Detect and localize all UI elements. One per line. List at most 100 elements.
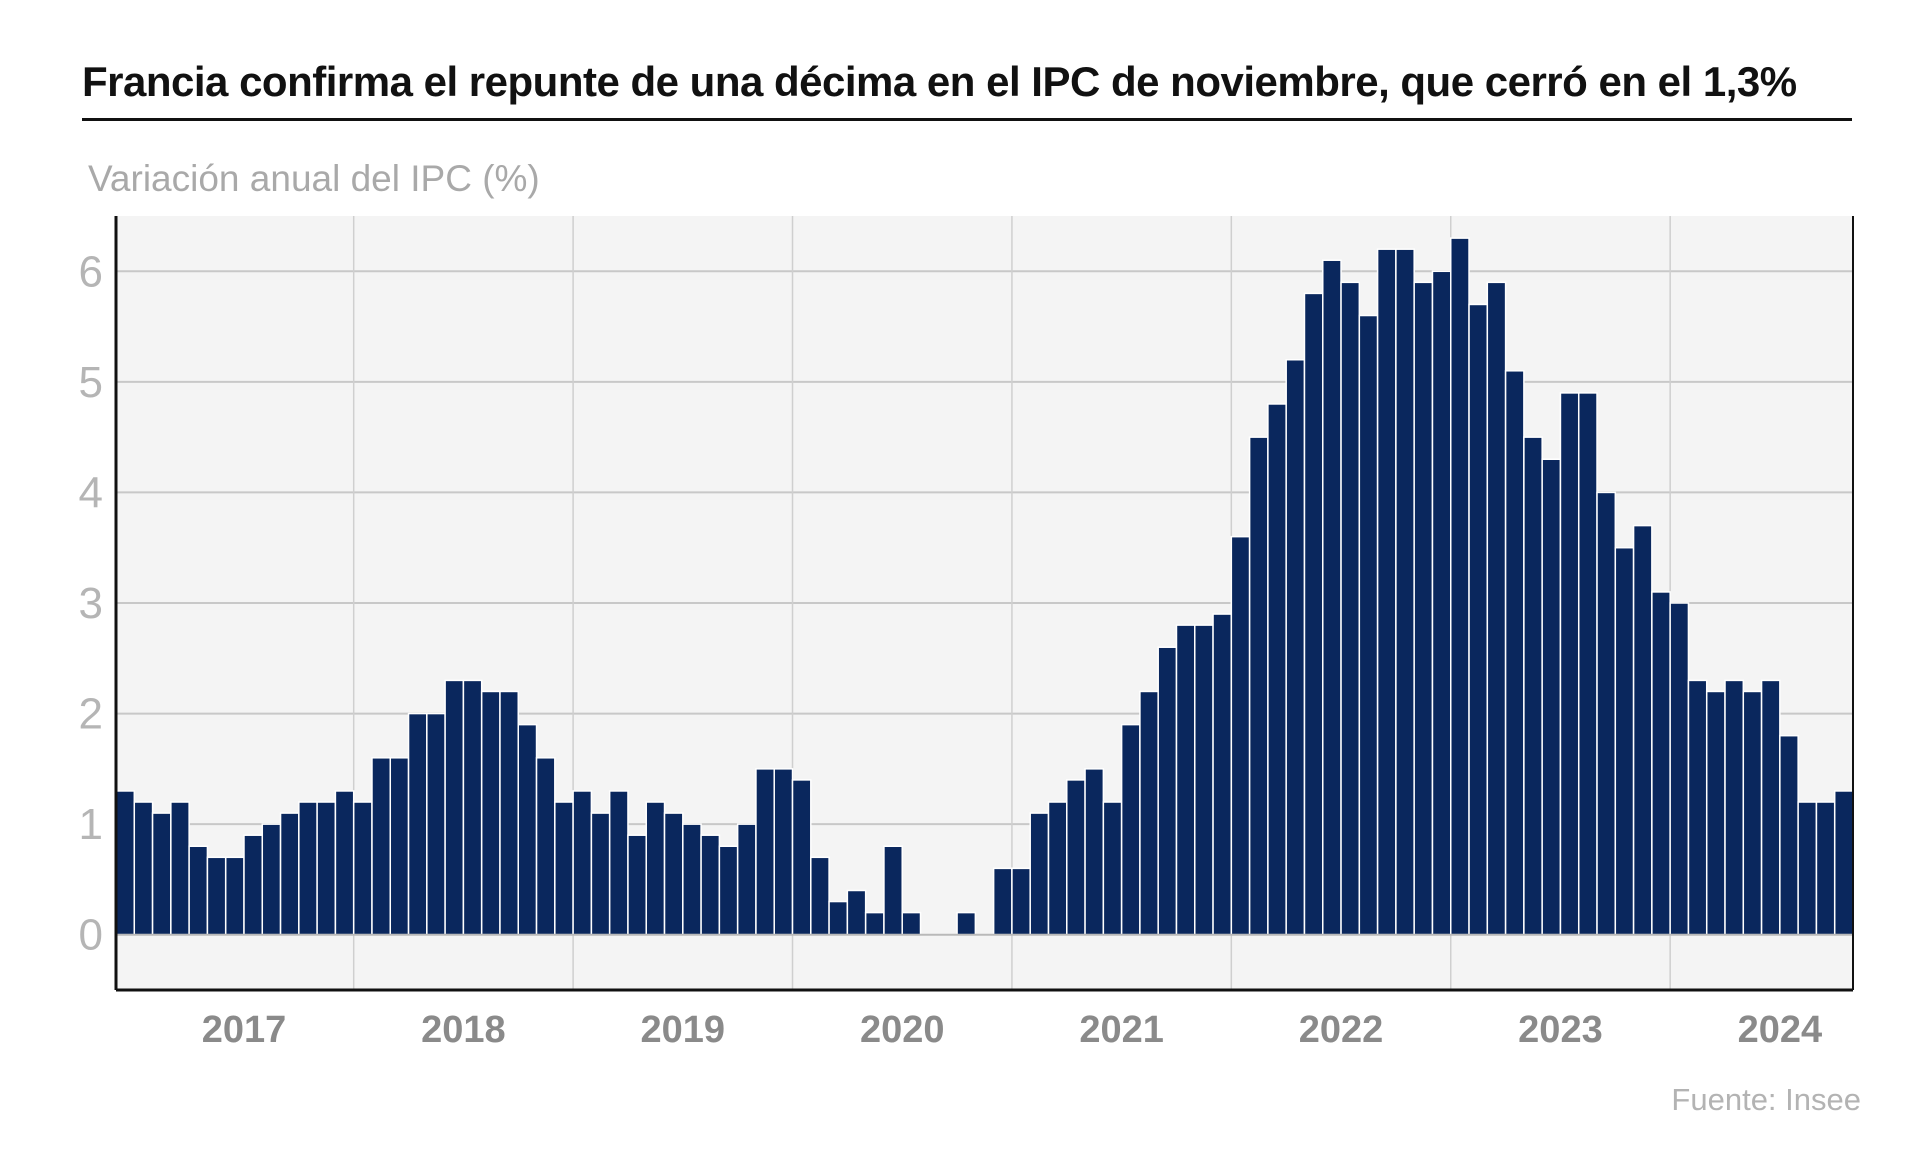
- y-tick-label: 1: [79, 800, 103, 849]
- x-tick-label: 2024: [1738, 1009, 1823, 1051]
- bar: [1303, 292, 1324, 936]
- bar: [1230, 535, 1251, 936]
- bar: [572, 790, 593, 936]
- bar: [608, 790, 629, 936]
- bar: [810, 856, 830, 936]
- bar: [846, 889, 867, 936]
- bar: [535, 757, 556, 936]
- bar: [316, 801, 337, 936]
- bar: [663, 812, 684, 936]
- bar: [755, 768, 775, 936]
- bar: [1724, 679, 1745, 936]
- bar: [1248, 436, 1269, 936]
- bar: [389, 757, 410, 936]
- bar: [224, 856, 245, 936]
- bar: [1504, 370, 1525, 936]
- bar: [1139, 690, 1159, 936]
- bar: [407, 712, 428, 936]
- x-tick-label: 2021: [1079, 1009, 1164, 1051]
- x-tick-label: 2017: [202, 1009, 287, 1051]
- bar: [1194, 624, 1214, 936]
- bar: [133, 801, 154, 936]
- source-note: Fuente: Insee: [1671, 1082, 1861, 1117]
- bar: [773, 768, 794, 936]
- bar: [1376, 248, 1397, 936]
- bar: [1267, 403, 1287, 936]
- bar: [1651, 591, 1671, 936]
- bar: [151, 812, 172, 936]
- y-tick-label: 2: [79, 690, 103, 739]
- bar: [1468, 303, 1489, 936]
- bar: [1413, 281, 1434, 936]
- bar: [1596, 491, 1617, 936]
- bar: [1815, 801, 1836, 936]
- x-tick-label: 2018: [421, 1009, 506, 1051]
- y-axis-label: Variación anual del IPC (%): [88, 158, 540, 199]
- bar: [1523, 436, 1543, 936]
- bar: [444, 679, 465, 936]
- bar: [279, 812, 300, 936]
- bar: [645, 801, 666, 936]
- bar: [791, 779, 812, 936]
- bar: [700, 834, 721, 936]
- bar: [1577, 392, 1598, 936]
- bar: [1541, 458, 1562, 936]
- y-tick-label: 4: [79, 468, 103, 517]
- bar: [1687, 679, 1708, 936]
- bar: [261, 823, 282, 936]
- bar: [1011, 867, 1031, 936]
- bar: [1431, 270, 1452, 936]
- bar: [517, 723, 538, 936]
- y-tick-label: 6: [79, 247, 103, 296]
- bar: [352, 801, 373, 936]
- bar: [462, 679, 483, 936]
- y-tick-label: 3: [79, 579, 103, 628]
- bar: [901, 911, 922, 936]
- bar: [206, 856, 227, 936]
- bar: [1120, 723, 1141, 936]
- bar: [1157, 646, 1178, 936]
- bar: [371, 757, 392, 936]
- bar: [1486, 281, 1507, 936]
- bar: [1358, 314, 1379, 936]
- bar: [1669, 602, 1690, 936]
- bar: [1742, 690, 1763, 936]
- bar: [1779, 734, 1799, 936]
- bar: [1449, 237, 1470, 936]
- bar: [682, 823, 702, 936]
- x-tick-label: 2023: [1518, 1009, 1603, 1051]
- bar: [1066, 779, 1086, 936]
- bar: [1029, 812, 1050, 936]
- bar: [1833, 790, 1854, 936]
- bar: [828, 900, 849, 936]
- bar: [298, 801, 318, 936]
- y-tick-label: 0: [79, 911, 103, 960]
- bar: [499, 690, 520, 936]
- bar: [1322, 259, 1342, 936]
- bar: [1705, 690, 1726, 936]
- bar: [627, 834, 647, 936]
- x-tick-labels: 2017 2018 2019 2020 2021 2022 2023 2024: [202, 1009, 1822, 1051]
- title-underline: [82, 118, 1852, 121]
- bar: [992, 867, 1013, 936]
- bar: [1285, 358, 1306, 936]
- bar: [188, 845, 209, 936]
- bar: [1559, 392, 1580, 936]
- bar: [736, 823, 757, 936]
- y-tick-labels: 0 1 2 3 4 5 6: [79, 247, 103, 959]
- bar: [334, 790, 355, 936]
- bar: [1340, 281, 1361, 936]
- bar: [554, 801, 574, 936]
- bar: [243, 834, 264, 936]
- bar: [1760, 679, 1781, 936]
- bar: [1047, 801, 1068, 936]
- bar: [1175, 624, 1196, 936]
- bar: [1212, 613, 1233, 936]
- bar: [718, 845, 739, 936]
- y-tick-label: 5: [79, 358, 103, 407]
- x-tick-label: 2022: [1299, 1009, 1384, 1051]
- chart-title: Francia confirma el repunte de una décim…: [82, 58, 1797, 105]
- bar: [590, 812, 611, 936]
- bar: [956, 911, 977, 936]
